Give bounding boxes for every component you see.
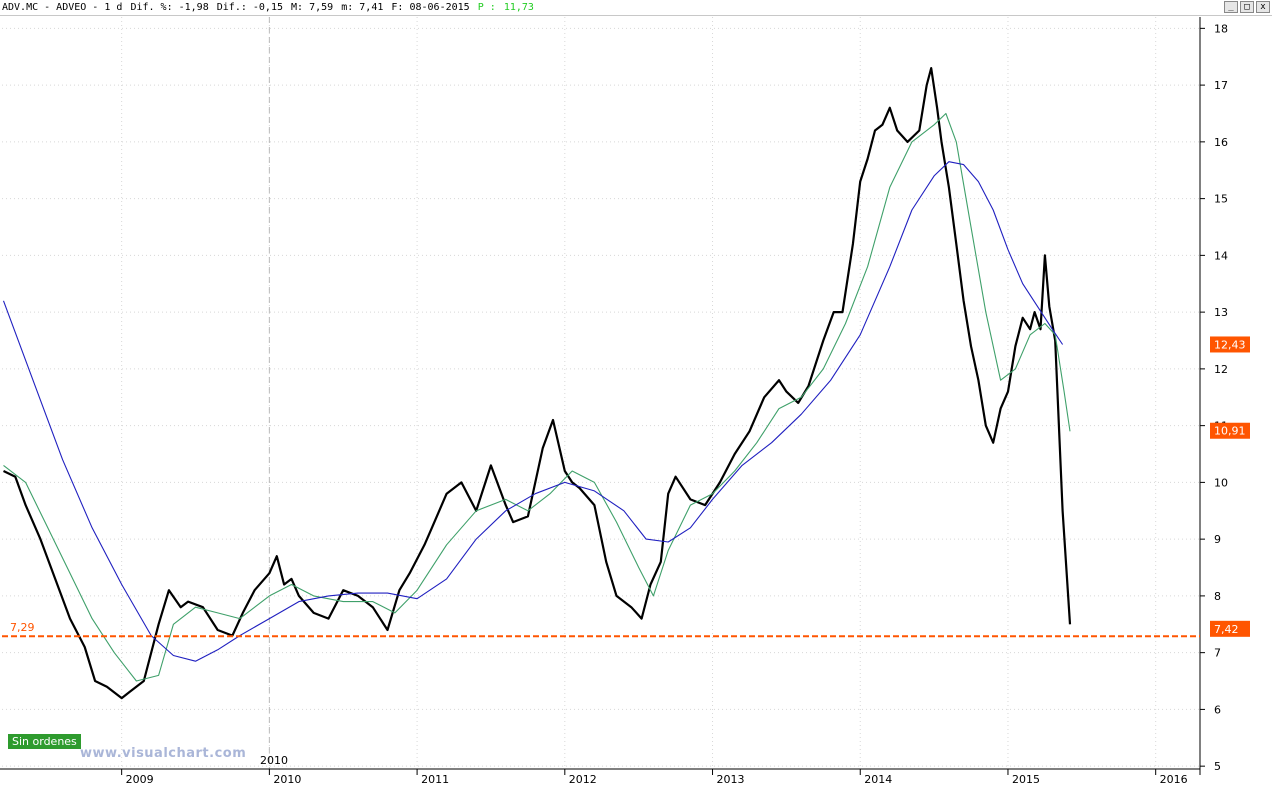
- chart-grid: [2, 17, 1200, 769]
- chart-series: [2, 66, 1072, 700]
- x-tick-label: 2015: [1012, 773, 1040, 786]
- x-tick-label: 2016: [1160, 773, 1188, 786]
- y-tick-label: 10: [1214, 476, 1228, 489]
- y-tick-label: 17: [1214, 79, 1228, 92]
- slow-average-series-line: [2, 161, 1064, 662]
- chart-axes: 5678910111213141516171820092010201120122…: [0, 17, 1228, 786]
- y-tick-label: 15: [1214, 193, 1228, 206]
- x-tick-label: 2011: [421, 773, 449, 786]
- price-tag: [1210, 620, 1250, 637]
- price-series-line: [3, 66, 1072, 700]
- y-tick-label: 13: [1214, 306, 1228, 319]
- ticker-label: ADV.MC - ADVEO - 1 d: [2, 2, 123, 13]
- fast-average-series-line: [3, 112, 1071, 682]
- dif-label: Dif.: -0,15: [216, 2, 283, 13]
- price-tag: [1210, 336, 1250, 353]
- sin-ordenes-badge: Sin ordenes: [8, 734, 81, 749]
- x-tick-label: 2009: [126, 773, 154, 786]
- maximize-button[interactable]: □: [1240, 1, 1254, 13]
- p-value: 11,73: [503, 2, 534, 13]
- support-line-label: 7,29: [10, 621, 35, 634]
- chart-overlays: 7,29 12,43 10,91 7,42: [2, 336, 1250, 638]
- x-tick-label: 2010: [273, 773, 301, 786]
- y-tick-label: 8: [1214, 590, 1221, 603]
- price-tag-label: 10,91: [1214, 425, 1246, 438]
- x-tick-label: 2014: [864, 773, 892, 786]
- y-tick-label: 5: [1214, 760, 1221, 773]
- p-label: P :: [477, 2, 496, 13]
- window-controls: _ □ x: [1224, 1, 1270, 14]
- dif-pct-label: Dif. %: -1,98: [130, 2, 209, 13]
- price-tag-label: 12,43: [1214, 338, 1246, 351]
- y-tick-label: 18: [1214, 22, 1228, 35]
- y-tick-label: 6: [1214, 703, 1221, 716]
- price-tag: [1210, 422, 1250, 439]
- y-tick-label: 14: [1214, 249, 1228, 262]
- y-tick-label: 9: [1214, 533, 1221, 546]
- max-label: M: 7,59: [291, 2, 334, 13]
- price-tag-label: 7,42: [1214, 623, 1239, 636]
- y-tick-label: 7: [1214, 647, 1221, 660]
- close-button[interactable]: x: [1256, 1, 1270, 13]
- x-tick-label: 2012: [569, 773, 597, 786]
- minimize-button[interactable]: _: [1224, 1, 1238, 13]
- min-label: m: 7,41: [341, 2, 384, 13]
- date-label: F: 08-06-2015: [391, 2, 470, 13]
- x-tick-label: 2013: [717, 773, 745, 786]
- chart-header-bar: ADV.MC - ADVEO - 1 d Dif. %: -1,98 Dif.:…: [0, 0, 1272, 16]
- y-tick-label: 16: [1214, 136, 1228, 149]
- year-tag: 2010: [260, 754, 288, 767]
- watermark-text: www.visualchart.com: [80, 746, 247, 761]
- price-chart[interactable]: 5678910111213141516171820092010201120122…: [0, 15, 1272, 791]
- y-tick-label: 12: [1214, 363, 1228, 376]
